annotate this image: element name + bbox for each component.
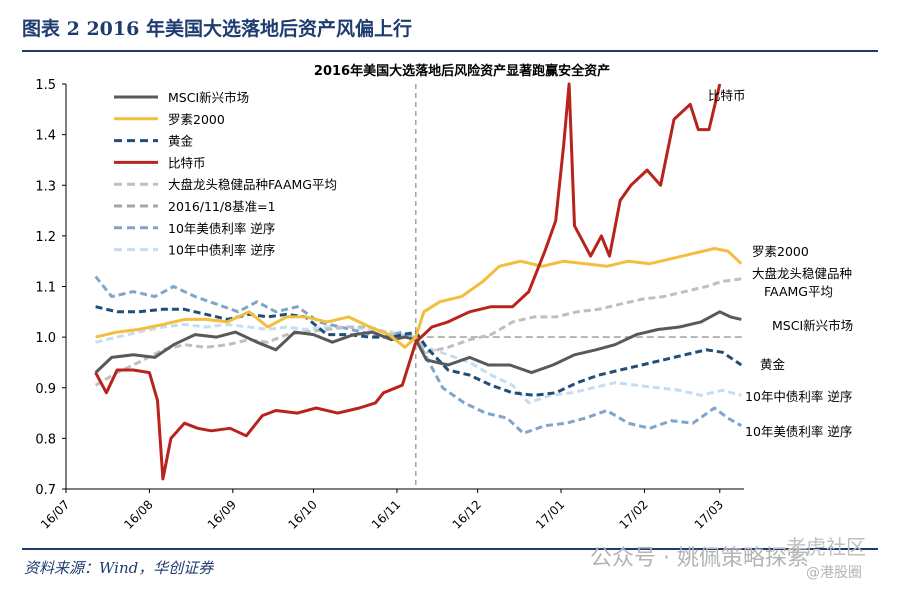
series-line-russell-2000 (95, 247, 743, 349)
title-rule (22, 50, 878, 52)
x-tick-label: 16/07 (38, 497, 72, 531)
series-line-bitcoin (94, 82, 722, 481)
source-note: 资料来源：Wind，华创证券 (24, 559, 214, 577)
legend-label-ust10y-inverted: 10年美债利率 逆序 (168, 221, 275, 236)
series-line-faamg-avg (94, 277, 742, 387)
chart-title: 2016年美国大选落地后风险资产显著跑赢安全资产 (314, 63, 610, 79)
end-label-russell-2000: 罗素2000 (752, 244, 809, 259)
watermark-primary: 公众号 · 姚佩策略探索 (590, 546, 809, 571)
legend-label-baseline: 2016/11/8基准=1 (168, 199, 276, 214)
legend-label-faamg-avg: 大盘龙头稳健品种FAAMG平均 (168, 177, 337, 192)
y-tick-label: 0.9 (35, 382, 56, 397)
x-tick-label: 16/09 (205, 497, 239, 531)
x-tick-label: 17/02 (616, 497, 650, 531)
end-label-faamg-avg: 大盘龙头稳健品种 FAAMG平均 (752, 266, 852, 299)
end-label-msci-em: MSCI新兴市场 (772, 318, 853, 333)
end-label-cgb10y-inverted: 10年中债利率 逆序 (745, 389, 852, 404)
end-label-ust10y-inverted: 10年美债利率 逆序 (745, 424, 852, 439)
end-label-gold: 黄金 (760, 357, 786, 372)
watermark-tertiary: @港股圈 (806, 565, 862, 581)
end-label-faamg-line1: 大盘龙头稳健品种 (752, 266, 852, 281)
legend-label-msci-em: MSCI新兴市场 (168, 90, 249, 105)
x-tick-label: 17/01 (533, 497, 567, 531)
legend-label-bitcoin: 比特币 (168, 155, 206, 170)
series-line-gold (95, 305, 743, 397)
figure-title: 图表 2 2016 年美国大选落地后资产风偏上行 (22, 18, 412, 40)
x-tick-label: 16/11 (369, 497, 403, 531)
y-tick-label: 0.8 (35, 432, 56, 447)
y-tick-label: 1.0 (35, 331, 56, 346)
axes: 0.7 0.8 0.9 1.0 1.1 1.2 1.3 1.4 1.5 16/07 16/08 16/… (35, 78, 744, 532)
end-label-faamg-line2: FAAMG平均 (764, 284, 833, 299)
x-tick-label: 16/08 (121, 497, 155, 531)
y-tick-label: 1.1 (35, 281, 56, 296)
series-layer (94, 82, 744, 481)
legend-label-russell-2000: 罗素2000 (168, 112, 225, 127)
x-tick-label: 16/10 (286, 497, 320, 531)
legend-label-cgb10y-inverted: 10年中债利率 逆序 (168, 243, 275, 258)
x-tick-label: 16/12 (450, 497, 484, 531)
watermark-secondary: 老虎社区 (786, 535, 866, 559)
y-tick-label: 1.2 (35, 230, 56, 245)
y-tick-label: 1.5 (35, 78, 56, 93)
series-line-msci-em (94, 310, 742, 375)
y-tick-label: 0.7 (35, 483, 56, 498)
y-tick-label: 1.4 (35, 129, 56, 144)
y-tick-label: 1.3 (35, 179, 56, 194)
end-label-bitcoin: 比特币 (708, 88, 746, 103)
bottom-rule (22, 548, 878, 550)
series-end-labels: MSCI新兴市场 罗素2000 黄金 比特币 10年美债利率 逆序 10年中债利率 逆序 大… (708, 88, 853, 439)
legend-label-gold: 黄金 (168, 134, 194, 149)
x-tick-label: 17/03 (692, 497, 726, 531)
